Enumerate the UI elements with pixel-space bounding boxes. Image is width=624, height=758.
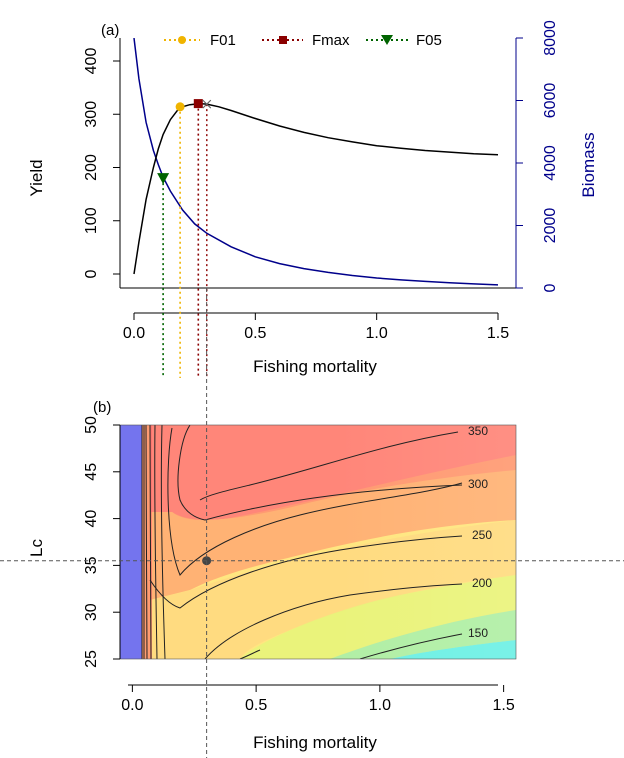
y-tick-label: 40 [83,510,100,528]
legend-fmax-label: Fmax [312,32,350,49]
biomass-axis-label: Biomass [579,132,598,197]
marker-f01 [175,102,185,112]
legend-f05-label: F05 [416,32,442,49]
contour-lines [141,425,463,659]
contour-line-350 [199,431,459,501]
x-axis-label-a: Fishing mortality [253,357,377,376]
y-tick-label: 30 [83,603,100,621]
y-tick-label: 300 [83,101,100,128]
x-tick-label: 1.0 [366,325,388,342]
x-tick-label: 0.0 [121,697,143,714]
panel-b-label: (b) [93,399,111,416]
contour-line-300 [177,425,463,521]
contour-labels: 350 300 250 200 150 [468,424,492,640]
contour-label-150: 150 [468,626,488,640]
heatmap-shade [120,425,516,659]
contour-line [239,649,261,659]
y2-tick-label: 8000 [542,20,559,56]
x-axis-label-b: Fishing mortality [253,733,377,752]
x-tick-label: 1.5 [487,325,509,342]
reference-dotted-lines [162,103,208,378]
contour-line [149,425,152,659]
panel-a: (a) 0.0 0.5 1.0 1.5 0 100 200 300 400 0 2000 4000… [27,20,598,378]
y2-tick-label: 4000 [542,145,559,181]
contour-line-250 [149,535,463,609]
x-tick-label: 1.0 [369,697,391,714]
y-tick-label: 200 [83,154,100,181]
current-point-x-marker [202,99,212,109]
contour-line [145,425,148,659]
y-ticks-lc: 25 30 35 40 45 50 [83,416,120,668]
marker-f05 [157,173,170,185]
x-tick-label: 0.0 [123,325,145,342]
x-tick-label: 1.5 [493,697,515,714]
contour-line-150 [359,633,463,659]
x-tick-label: 0.5 [244,325,266,342]
y-tick-label: 400 [83,48,100,75]
panel-a-label: (a) [101,22,119,39]
heatmap-low-f-band [120,425,142,659]
yield-line [133,102,499,275]
panel-b: (b) [27,399,517,752]
biomass-line [133,38,499,286]
contour-label-300: 300 [468,477,488,491]
y-tick-label: 100 [83,207,100,234]
legend-f01-label: F01 [210,32,236,49]
contour-line-300b [167,427,463,576]
x-ticks-a: 0.0 0.5 1.0 1.5 [123,313,509,342]
contour-label-250: 250 [472,528,492,542]
y-ticks-right: 0 2000 4000 6000 8000 [516,20,559,292]
contour-label-350: 350 [468,424,488,438]
lc-axis-label: Lc [27,539,46,557]
y2-tick-label: 0 [542,283,559,292]
contour-line-200 [204,583,463,659]
y-tick-label: 45 [83,463,100,481]
heatmap-transition-band [142,425,152,659]
legend-f01-marker [178,36,186,44]
y-tick-label: 0 [83,269,100,278]
legend: F01 Fmax F05 [164,32,442,49]
y-ticks-left: 0 100 200 300 400 [83,48,120,278]
y-tick-label: 25 [83,650,100,668]
y2-tick-label: 2000 [542,208,559,244]
x-tick-label: 0.5 [245,697,267,714]
y2-tick-label: 6000 [542,83,559,119]
contour-line [160,425,166,659]
contour-line [154,425,158,659]
marker-fmax [193,99,203,109]
heatmap: 350 300 250 200 150 [120,424,516,659]
reference-markers [157,99,212,185]
legend-f05-marker [381,35,393,45]
legend-fmax-marker [279,36,287,44]
y-tick-label: 35 [83,556,100,574]
x-ticks-b: 0.0 0.5 1.0 1.5 [121,685,515,714]
y-tick-label: 50 [83,416,100,434]
yield-axis-label: Yield [27,159,46,196]
contour-label-200: 200 [472,576,492,590]
